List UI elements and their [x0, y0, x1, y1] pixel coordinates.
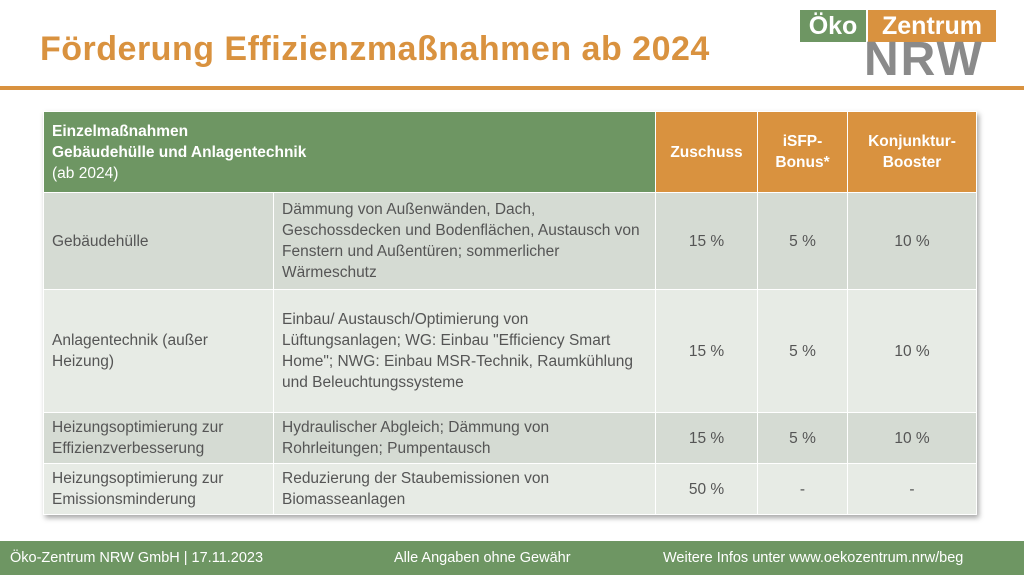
- logo-zentrum-block: Zentrum: [868, 10, 996, 42]
- header-isfp-line-1: iSFP-: [782, 133, 823, 150]
- header-booster-line-2: Booster: [882, 154, 942, 171]
- header-isfp-bonus: iSFP- Bonus*: [757, 111, 848, 193]
- row-zuschuss: 15 %: [655, 192, 758, 290]
- logo-nrw-text: NRW: [864, 33, 984, 86]
- row-description: Hydraulischer Abgleich; Dämmung von Rohr…: [273, 412, 656, 464]
- footer-company-date: Öko-Zentrum NRW GmbH | 17.11.2023: [10, 550, 264, 566]
- row-isfp-bonus: 5 %: [757, 412, 848, 464]
- header-measures: Einzelmaßnahmen Gebäudehülle und Anlagen…: [43, 111, 656, 193]
- header-booster-line-1: Konjunktur-: [868, 133, 956, 150]
- footer-more-info-link[interactable]: Weitere Infos unter www.oekozentrum.nrw/…: [663, 550, 964, 566]
- row-isfp-bonus: -: [757, 463, 848, 515]
- logo-oko-block: Öko: [800, 10, 866, 42]
- header-line-2: Gebäudehülle und Anlagentechnik: [52, 143, 307, 161]
- footer-bar: Öko-Zentrum NRW GmbH | 17.11.2023 Alle A…: [0, 541, 1024, 575]
- table-row: Heizungsoptimierung zur Effizienzverbess…: [43, 412, 977, 464]
- header-konjunktur-booster: Konjunktur- Booster: [847, 111, 977, 193]
- header-line-1: Einzelmaßnahmen: [52, 122, 189, 140]
- header-zuschuss: Zuschuss: [655, 111, 758, 193]
- header-zuschuss-label: Zuschuss: [670, 143, 743, 161]
- row-zuschuss: 15 %: [655, 412, 758, 464]
- footer-disclaimer: Alle Angaben ohne Gewähr: [394, 550, 571, 566]
- row-category: Anlagentechnik (außer Heizung): [43, 289, 274, 413]
- table-row: Gebäudehülle Dämmung von Außenwänden, Da…: [43, 192, 977, 290]
- oekozentrum-logo: Öko Zentrum NRW: [800, 10, 996, 86]
- row-zuschuss: 50 %: [655, 463, 758, 515]
- slide-title: Förderung Effizienzmaßnahmen ab 2024: [40, 30, 710, 68]
- row-category: Gebäudehülle: [43, 192, 274, 290]
- row-description: Dämmung von Außenwänden, Dach, Geschossd…: [273, 192, 656, 290]
- row-konjunktur-booster: -: [847, 463, 977, 515]
- row-isfp-bonus: 5 %: [757, 192, 848, 290]
- row-konjunktur-booster: 10 %: [847, 412, 977, 464]
- header-line-3: (ab 2024): [52, 164, 119, 182]
- row-konjunktur-booster: 10 %: [847, 192, 977, 290]
- row-zuschuss: 15 %: [655, 289, 758, 413]
- row-category: Heizungsoptimierung zur Emissionsminderu…: [43, 463, 274, 515]
- table-row: Anlagentechnik (außer Heizung) Einbau/ A…: [43, 289, 977, 413]
- row-konjunktur-booster: 10 %: [847, 289, 977, 413]
- row-description: Einbau/ Austausch/Optimierung von Lüftun…: [273, 289, 656, 413]
- title-divider: [0, 86, 1024, 90]
- row-description: Reduzierung der Staubemissionen von Biom…: [273, 463, 656, 515]
- table-header-row: Einzelmaßnahmen Gebäudehülle und Anlagen…: [43, 111, 977, 193]
- funding-table: Einzelmaßnahmen Gebäudehülle und Anlagen…: [43, 111, 977, 515]
- table-row: Heizungsoptimierung zur Emissionsminderu…: [43, 463, 977, 515]
- row-isfp-bonus: 5 %: [757, 289, 848, 413]
- header-isfp-line-2: Bonus*: [775, 154, 830, 171]
- row-category: Heizungsoptimierung zur Effizienzverbess…: [43, 412, 274, 464]
